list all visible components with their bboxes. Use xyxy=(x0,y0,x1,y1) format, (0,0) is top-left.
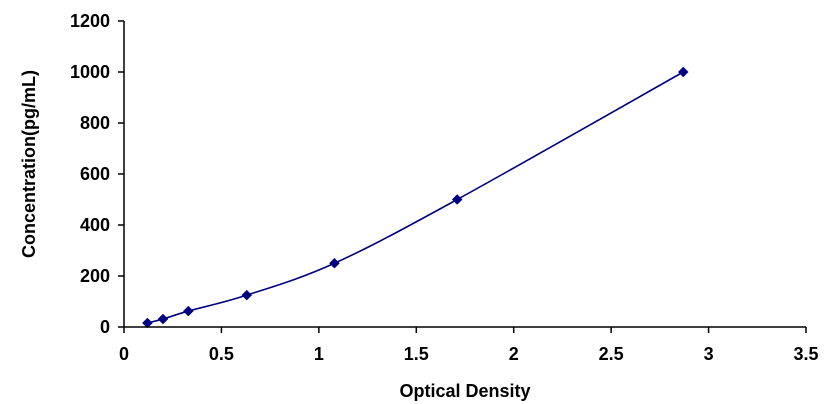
data-point-marker xyxy=(157,313,169,325)
x-tick-label: 0 xyxy=(119,344,129,364)
data-point-marker xyxy=(142,317,153,329)
data-point-marker xyxy=(182,305,194,317)
x-tick-label: 1 xyxy=(314,344,324,364)
x-axis-title: Optical Density xyxy=(399,381,530,401)
y-tick-label: 800 xyxy=(80,113,110,133)
y-tick-label: 0 xyxy=(100,317,110,337)
y-axis-ticks: 0 200 400 600 800 1000 1200 xyxy=(70,11,124,337)
x-tick-label: 2.5 xyxy=(599,344,624,364)
x-tick-label: 3 xyxy=(704,344,714,364)
x-axis-ticks: 0 0.5 1 1.5 2 2.5 3 3.5 xyxy=(119,327,819,364)
data-point-marker xyxy=(329,257,340,269)
series-line xyxy=(147,71,684,324)
data-point-marker xyxy=(241,289,253,301)
data-point-marker xyxy=(677,66,689,78)
data-point-marker xyxy=(451,194,463,205)
x-tick-label: 1.5 xyxy=(404,344,429,364)
x-tick-label: 2 xyxy=(509,344,519,364)
y-axis-title: Concentration(pg/mL) xyxy=(19,70,39,258)
y-tick-label: 1200 xyxy=(70,11,110,31)
y-tick-label: 600 xyxy=(80,164,110,184)
y-tick-label: 1000 xyxy=(70,62,110,82)
plot-area xyxy=(142,66,689,329)
y-tick-label: 200 xyxy=(80,266,110,286)
x-tick-label: 3.5 xyxy=(793,344,818,364)
y-tick-label: 400 xyxy=(80,215,110,235)
x-tick-label: 0.5 xyxy=(209,344,234,364)
